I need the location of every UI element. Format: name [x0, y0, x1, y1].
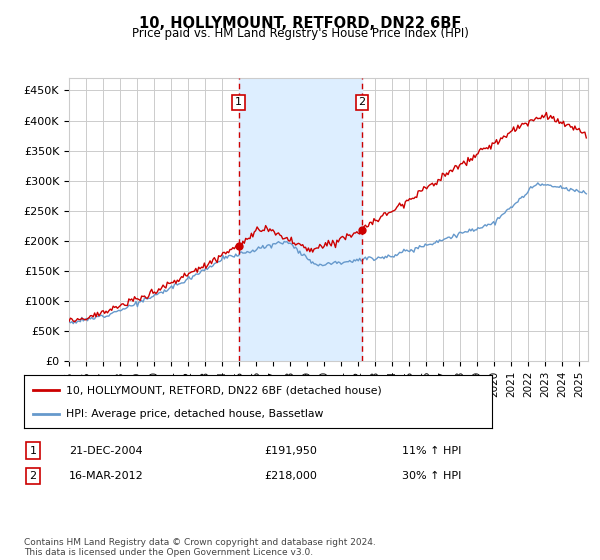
Bar	[239, 78, 362, 361]
Text: 1: 1	[29, 446, 37, 456]
Text: 10, HOLLYMOUNT, RETFORD, DN22 6BF (detached house): 10, HOLLYMOUNT, RETFORD, DN22 6BF (detac…	[66, 385, 382, 395]
Text: £218,000: £218,000	[264, 471, 317, 481]
Text: 10, HOLLYMOUNT, RETFORD, DN22 6BF: 10, HOLLYMOUNT, RETFORD, DN22 6BF	[139, 16, 461, 31]
Text: 2: 2	[358, 97, 365, 108]
Text: 30% ↑ HPI: 30% ↑ HPI	[402, 471, 461, 481]
Text: 2: 2	[29, 471, 37, 481]
Text: Contains HM Land Registry data © Crown copyright and database right 2024.
This d: Contains HM Land Registry data © Crown c…	[24, 538, 376, 557]
Text: HPI: Average price, detached house, Bassetlaw: HPI: Average price, detached house, Bass…	[66, 408, 323, 418]
Text: £191,950: £191,950	[264, 446, 317, 456]
Text: 11% ↑ HPI: 11% ↑ HPI	[402, 446, 461, 456]
Text: Price paid vs. HM Land Registry's House Price Index (HPI): Price paid vs. HM Land Registry's House …	[131, 27, 469, 40]
Text: 21-DEC-2004: 21-DEC-2004	[69, 446, 143, 456]
Text: 1: 1	[235, 97, 242, 108]
Text: 16-MAR-2012: 16-MAR-2012	[69, 471, 144, 481]
